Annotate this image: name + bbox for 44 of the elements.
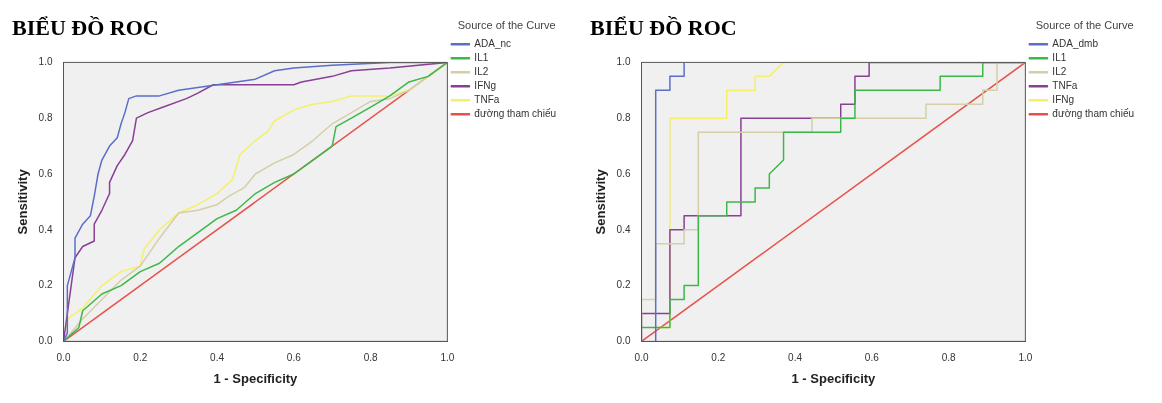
legend-label: TNFa	[1052, 79, 1078, 91]
y-tick-label: 0.0	[38, 335, 53, 347]
chart-title: BIỂU ĐỒ ROC	[590, 14, 737, 40]
y-tick-label: 0.4	[616, 223, 631, 235]
x-tick-label: 0.8	[941, 352, 956, 364]
x-axis-title: 1 - Specificity	[791, 370, 877, 386]
x-tick-label: 0.0	[634, 352, 649, 364]
y-axis-title: Sensitivity	[593, 168, 609, 235]
x-tick-label: 0.6	[864, 352, 880, 364]
x-tick-label: 0.2	[133, 352, 148, 364]
y-tick-label: 0.4	[38, 223, 53, 235]
x-tick-label: 0.4	[210, 352, 225, 364]
legend-label: đường tham chiếu	[474, 107, 557, 119]
x-axis-title: 1 - Specificity	[213, 370, 299, 386]
legend-label: IFNg	[1052, 93, 1075, 105]
legend-title: Source of the Curve	[1035, 18, 1134, 31]
legend-label: IL1	[1052, 51, 1067, 63]
y-tick-label: 0.2	[38, 279, 53, 291]
y-axis-title: Sensitivity	[15, 168, 31, 235]
y-tick-label: 0.8	[38, 111, 53, 123]
x-tick-label: 0.0	[56, 352, 71, 364]
y-tick-label: 1.0	[38, 56, 53, 68]
legend-label: đường tham chiếu	[1052, 107, 1135, 119]
legend-label: TNFa	[474, 93, 500, 105]
legend-label: ADA_dmb	[1052, 37, 1099, 49]
legend-label: IL1	[474, 51, 489, 63]
x-tick-label: 0.2	[711, 352, 726, 364]
y-tick-label: 1.0	[616, 56, 631, 68]
legend-title: Source of the Curve	[457, 18, 556, 31]
x-tick-label: 1.0	[440, 352, 455, 364]
legend-label: IFNg	[474, 79, 497, 91]
y-tick-label: 0.6	[616, 167, 631, 179]
y-tick-label: 0.2	[616, 279, 631, 291]
x-tick-label: 1.0	[1018, 352, 1033, 364]
y-tick-label: 0.0	[616, 335, 631, 347]
x-tick-label: 0.8	[363, 352, 378, 364]
legend-label: IL2	[1052, 65, 1067, 77]
legend-label: IL2	[474, 65, 489, 77]
chart-title: BIỂU ĐỒ ROC	[12, 14, 159, 40]
x-tick-label: 0.4	[788, 352, 803, 364]
legend-label: ADA_nc	[474, 37, 512, 49]
y-tick-label: 0.6	[38, 167, 53, 179]
y-tick-label: 0.8	[616, 111, 631, 123]
x-tick-label: 0.6	[286, 352, 302, 364]
